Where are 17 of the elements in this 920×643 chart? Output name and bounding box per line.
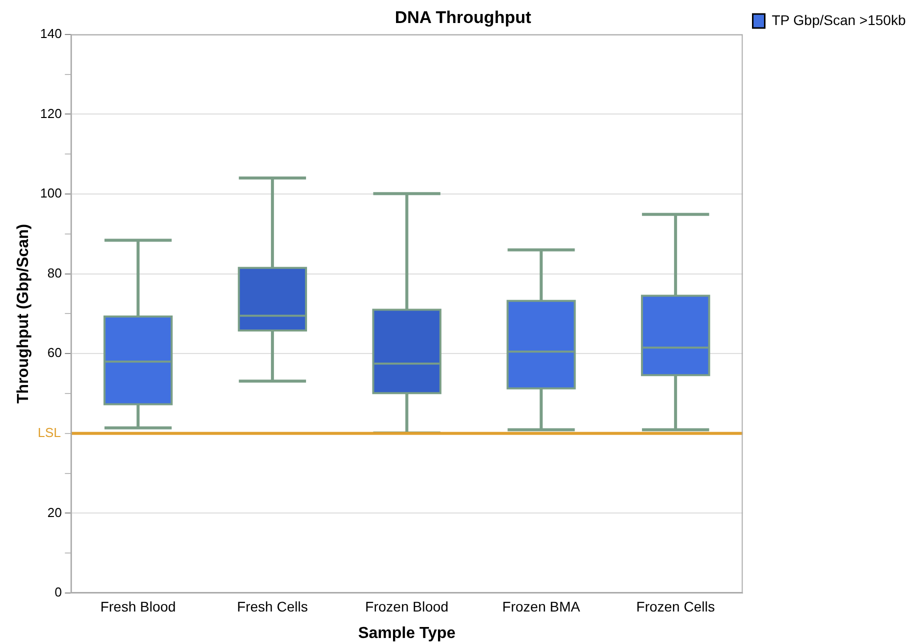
y-tick-label: 100 xyxy=(40,186,62,201)
y-tick-label: 60 xyxy=(47,345,62,360)
x-tick-label: Frozen BMA xyxy=(502,598,581,614)
y-tick-label: 20 xyxy=(47,504,62,520)
y-axis-title: Throughput (Gbp/Scan) xyxy=(15,224,32,404)
x-tick-label: Frozen Blood xyxy=(365,598,448,614)
y-tick-label: 0 xyxy=(54,584,62,600)
x-tick-label: Fresh Cells xyxy=(237,598,308,614)
x-axis-title: Sample Type xyxy=(358,624,456,642)
y-tick-label: 120 xyxy=(40,106,62,121)
legend-label: TP Gbp/Scan >150kb xyxy=(772,12,906,28)
x-tick-label: Fresh Blood xyxy=(100,598,176,614)
y-tick-label: 140 xyxy=(40,26,62,41)
ref-line-label: LSL xyxy=(38,424,61,440)
x-tick-label: Frozen Cells xyxy=(636,598,715,614)
y-tick-label: 80 xyxy=(47,265,62,280)
chart-title: DNA Throughput xyxy=(394,8,532,27)
